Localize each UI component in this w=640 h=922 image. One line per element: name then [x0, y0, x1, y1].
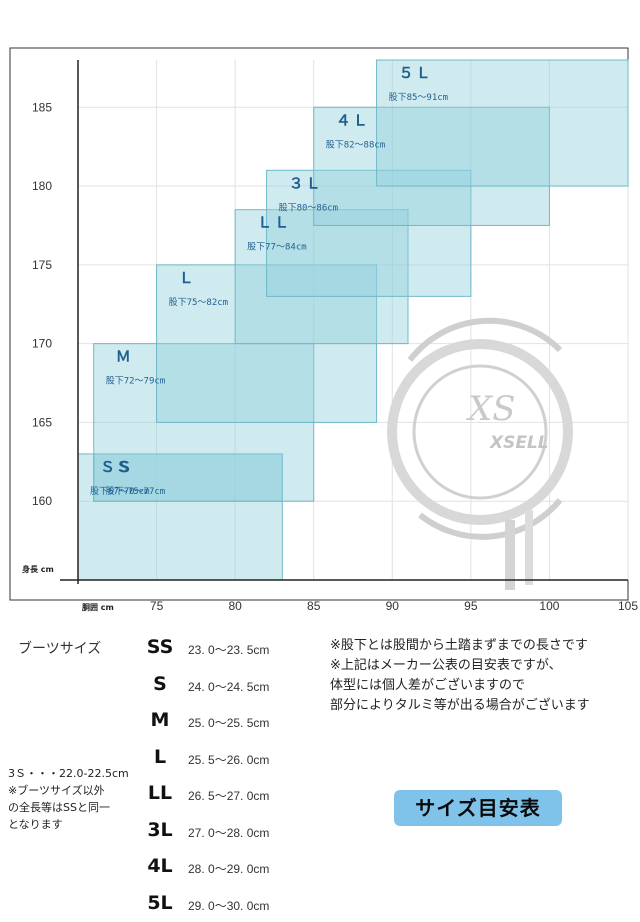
- y-axis-label: 身長 cm: [22, 564, 54, 574]
- side-note-line: ※ブーツサイズ以外: [8, 784, 105, 797]
- boot-size-title: ブーツサイズ: [18, 641, 102, 657]
- boot-size-section: ブーツサイズ SS 23. 0～23. 5cm S 24. 0～24. 5cm M 25.…: [0, 628, 640, 921]
- notes: ※股下とは股間から土踏まずまでの長さです ※上記はメーカー公表の目安表ですが、 …: [330, 636, 630, 716]
- side-note: 3Ｓ・・・22.0-22.5cm ※ブーツサイズ以外 の全長等はSSと同一 とな…: [8, 765, 138, 833]
- size-box-ll: [234, 209, 409, 345]
- axis-ticks: 75 80 85 90 95 100 105 160 165 170 175 180 185: [32, 100, 638, 613]
- note-line: ※上記はメーカー公表の目安表ですが、: [330, 658, 562, 673]
- boot-size-range: 27. 0～28. 0cm: [188, 825, 270, 840]
- y-tick-label: 165: [32, 415, 52, 429]
- size-label-4l: ４Ｌ: [336, 111, 370, 129]
- boot-size-code: 5L: [147, 891, 173, 914]
- size-box-3l: [266, 169, 472, 297]
- boot-size-code: SS: [146, 636, 174, 658]
- boot-size-code: M: [150, 709, 170, 731]
- x-tick-label: 95: [464, 599, 478, 613]
- xsell-watermark: XS XSELL: [387, 317, 573, 590]
- inseam-label-m: 股下72～79cm: [106, 376, 166, 387]
- size-label-3l: ３Ｌ: [289, 174, 323, 192]
- inseam-label-ll: 股下77～84cm: [247, 242, 307, 253]
- note-line: 体型には個人差がございますので: [330, 678, 526, 693]
- size-label-ss: ＳＳ: [100, 458, 134, 476]
- x-tick-label: 80: [228, 599, 242, 613]
- inseam-label-s: 股下70～77cm: [106, 486, 166, 497]
- boot-size-range: 26. 5～27. 0cm: [188, 789, 270, 803]
- y-tick-label: 160: [32, 494, 52, 508]
- side-note-line: の全長等はSSと同一: [8, 801, 110, 814]
- boot-size-range: 25. 5～26. 0cm: [188, 752, 270, 767]
- boot-size-code: 4L: [147, 855, 173, 877]
- y-tick-label: 175: [32, 258, 52, 272]
- size-boxes: [77, 59, 629, 581]
- size-labels: ＳＳ 股下67～75cm Ｓ 股下70～77cm Ｍ 股下72～79cm Ｌ 股下75～82c…: [90, 64, 448, 497]
- size-label-l: Ｌ: [179, 269, 196, 287]
- boot-size-code: LL: [147, 782, 173, 804]
- size-chart: XS XSELL ＳＳ 股下67～75cm Ｓ 股下70～77cm Ｍ 股下72～79cm…: [9, 47, 638, 613]
- inseam-label-5l: 股下85～91cm: [389, 92, 449, 103]
- size-box-4l: [313, 106, 550, 226]
- boot-size-code: L: [153, 745, 167, 768]
- x-tick-label: 90: [386, 599, 400, 613]
- size-box-s: [93, 453, 283, 502]
- axes: [60, 60, 628, 584]
- size-label-s: Ｓ: [116, 458, 133, 476]
- x-tick-label: 100: [539, 599, 559, 613]
- inseam-label-l: 股下75～82cm: [169, 297, 229, 308]
- side-note-line: となります: [8, 818, 63, 831]
- inseam-label-ss: 股下67～75cm: [90, 486, 150, 497]
- watermark-text: XSELL: [489, 433, 549, 453]
- boot-size-range: 23. 0～23. 5cm: [188, 643, 270, 657]
- y-tick-label: 180: [32, 179, 52, 193]
- size-label-5l: ５Ｌ: [399, 64, 433, 82]
- size-label-ll: ＬＬ: [257, 214, 291, 232]
- size-box-5l: [376, 59, 629, 187]
- note-line: 部分によりタルミ等が出る場合がございます: [330, 698, 590, 713]
- inseam-label-4l: 股下82～88cm: [326, 139, 386, 150]
- note-line: ※股下とは股間から土踏まずまでの長さです: [330, 638, 588, 653]
- y-tick-label: 185: [32, 100, 52, 114]
- x-tick-label: 105: [618, 599, 638, 613]
- size-guide-badge: サイズ目安表: [394, 790, 562, 826]
- boot-size-code: 3L: [147, 818, 173, 841]
- boot-size-range: 29. 0～30. 0cm: [188, 898, 270, 913]
- boot-size-code: S: [153, 672, 167, 695]
- size-label-m: Ｍ: [116, 348, 133, 366]
- side-note-line: 3Ｓ・・・22.0-22.5cm: [8, 767, 129, 780]
- svg-text:XS: XS: [465, 389, 516, 429]
- boot-size-range: 25. 0～25. 5cm: [188, 716, 270, 730]
- x-tick-label: 85: [307, 599, 321, 613]
- x-axis-label: 胴囲 cm: [81, 602, 114, 612]
- y-tick-label: 170: [32, 337, 52, 351]
- x-tick-label: 75: [150, 599, 164, 613]
- inseam-label-3l: 股下80～86cm: [279, 202, 339, 213]
- boot-size-range: 24. 0～24. 5cm: [188, 679, 270, 694]
- boot-size-range: 28. 0～29. 0cm: [188, 862, 270, 876]
